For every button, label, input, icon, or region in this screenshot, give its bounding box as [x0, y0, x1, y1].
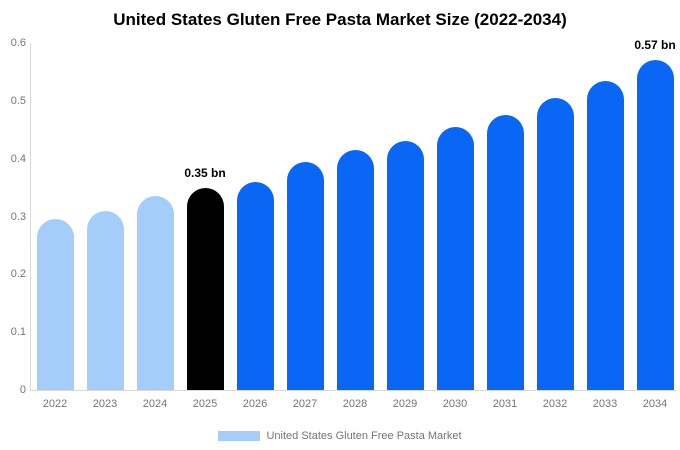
y-tick-label: 0 — [19, 384, 26, 396]
y-tick-label: 0.2 — [10, 268, 26, 281]
x-tick-label: 2022 — [42, 398, 68, 410]
y-tick-label: 0.6 — [10, 37, 26, 49]
bar-2030[interactable] — [436, 126, 474, 390]
y-tick-label: 0.4 — [10, 152, 26, 165]
x-tick-label: 2029 — [392, 398, 418, 410]
bar-2024[interactable] — [136, 196, 174, 390]
bar-2027[interactable] — [286, 161, 324, 390]
bar-2028[interactable] — [336, 149, 374, 390]
x-tick-label: 2025 — [192, 398, 218, 410]
y-tick-label: 0.1 — [10, 326, 26, 339]
x-tick-label: 2034 — [642, 398, 668, 410]
bar-2022[interactable] — [36, 219, 74, 390]
x-tick-label: 2028 — [342, 398, 368, 410]
y-axis-line — [30, 43, 31, 390]
bar-2025[interactable] — [186, 187, 224, 390]
x-tick-label: 2026 — [242, 398, 268, 410]
x-axis-line — [30, 390, 676, 391]
data-label-2025: 0.35 bn — [184, 165, 226, 180]
x-tick-label: 2033 — [592, 398, 618, 410]
bar-2031[interactable] — [486, 115, 524, 390]
bar-2032[interactable] — [536, 97, 574, 390]
x-tick-label: 2031 — [492, 398, 518, 410]
legend-swatch — [218, 431, 261, 441]
bar-2033[interactable] — [586, 80, 624, 390]
bar-2029[interactable] — [386, 141, 424, 390]
bar-2034[interactable] — [636, 60, 674, 390]
y-tick-label: 0.5 — [10, 94, 26, 107]
x-tick-label: 2030 — [442, 398, 468, 410]
legend[interactable]: United States Gluten Free Pasta Market — [0, 430, 680, 442]
x-tick-label: 2027 — [292, 398, 318, 410]
y-tick-label: 0.3 — [10, 210, 26, 223]
bar-2023[interactable] — [86, 210, 124, 390]
legend-label: United States Gluten Free Pasta Market — [266, 430, 462, 442]
x-tick-label: 2024 — [142, 398, 168, 410]
chart-title: United States Gluten Free Pasta Market S… — [113, 10, 567, 29]
data-label-2034: 0.57 bn — [634, 38, 676, 53]
bar-2026[interactable] — [236, 181, 274, 390]
x-tick-label: 2023 — [92, 398, 118, 410]
x-tick-label: 2032 — [542, 398, 568, 410]
